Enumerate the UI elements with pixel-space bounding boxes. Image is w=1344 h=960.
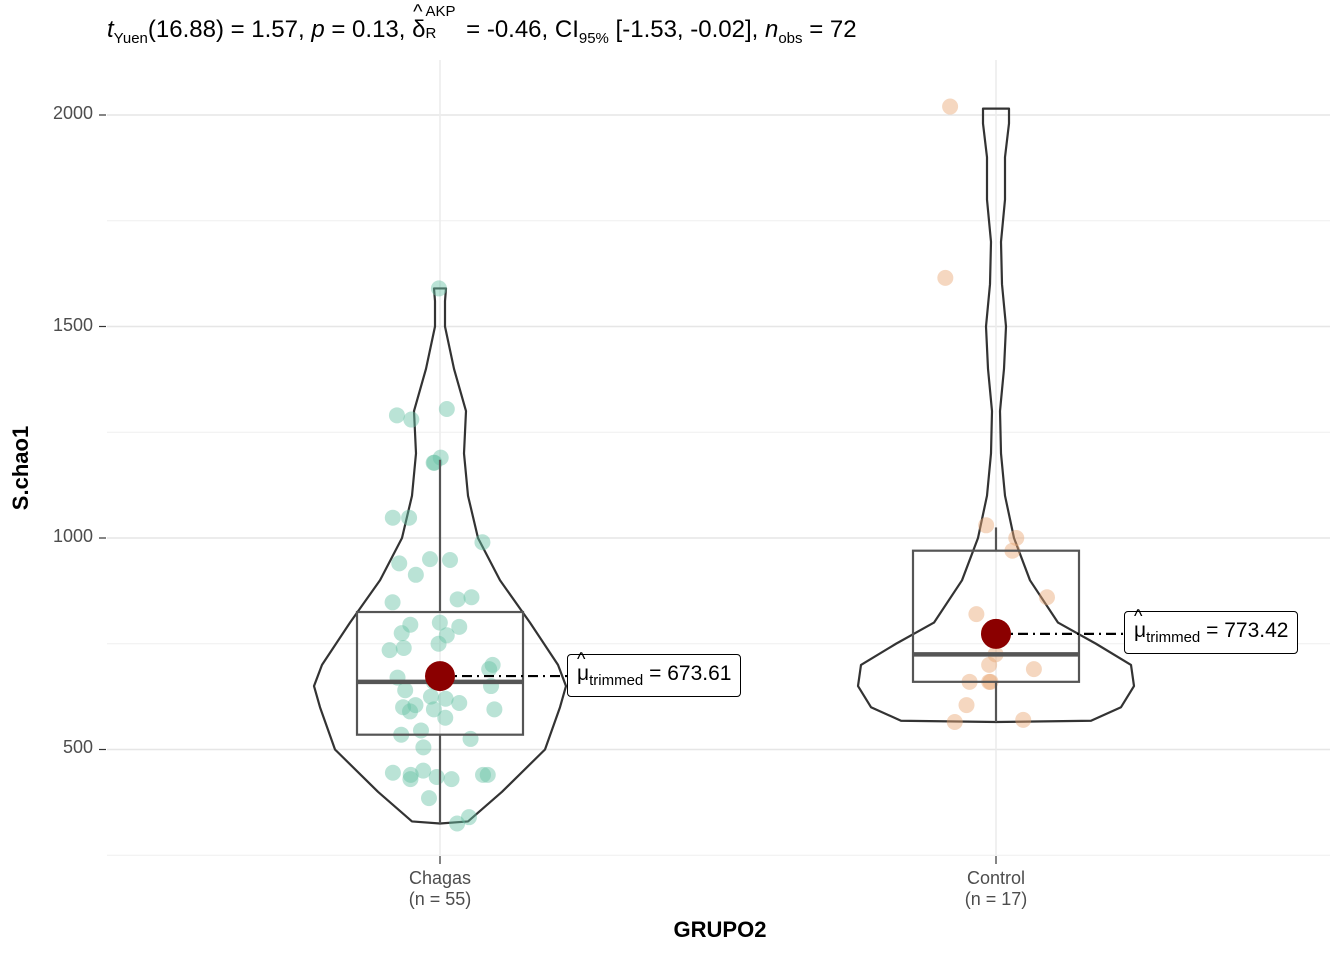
data-point (475, 766, 492, 783)
data-point (946, 714, 963, 731)
data-point (1015, 711, 1032, 728)
data-point (438, 400, 455, 417)
data-point (432, 449, 449, 466)
y-tick-label: 1000 (52, 526, 93, 546)
data-point (391, 555, 408, 572)
data-point (388, 407, 405, 424)
data-point (426, 454, 443, 471)
data-point (395, 639, 412, 656)
x-tick-label-chagas: Chagas (n = 55) (408, 868, 472, 909)
data-point (402, 703, 419, 720)
data-point (978, 517, 995, 534)
data-point (474, 534, 491, 551)
data-point (942, 98, 959, 115)
data-point (449, 591, 466, 608)
data-point (431, 614, 448, 631)
data-point (420, 790, 437, 807)
box (911, 549, 1081, 683)
data-point (437, 709, 454, 726)
data-point (428, 768, 445, 785)
data-point (451, 618, 468, 635)
data-point (403, 411, 420, 428)
data-point (384, 764, 401, 781)
data-point (968, 606, 985, 623)
data-point (402, 771, 419, 788)
y-axis-label: S.chao1 (8, 425, 33, 511)
data-point (384, 594, 401, 611)
data-point (981, 656, 998, 673)
data-point (958, 697, 975, 714)
data-point (449, 815, 466, 832)
data-point (402, 766, 419, 783)
trimmed-mean-label-chagas: ^ μtrimmed = 673.61 (567, 649, 742, 698)
data-point (437, 690, 454, 707)
trimmed-mean-point (981, 618, 1011, 649)
data-point (438, 627, 455, 644)
violin-control (856, 107, 1136, 724)
x-tick-label-control: Control (n = 17) (964, 868, 1028, 909)
data-point (1008, 530, 1025, 546)
data-point (425, 701, 442, 718)
grid-lines (99, 60, 1330, 864)
data-point (395, 699, 412, 716)
data-point (1038, 589, 1055, 606)
data-point (937, 269, 954, 286)
data-point (430, 280, 447, 297)
data-point (407, 566, 424, 583)
boxplots (355, 459, 1081, 824)
data-point (486, 701, 503, 718)
data-points (381, 98, 1055, 832)
trimmed-mean-point (425, 661, 455, 692)
data-point (415, 762, 432, 779)
data-point (384, 509, 401, 526)
data-point (401, 509, 418, 526)
violins (312, 107, 1136, 825)
data-point (442, 551, 459, 568)
data-point (463, 589, 480, 606)
data-point (430, 635, 447, 652)
data-point (479, 766, 496, 783)
y-tick-label: 500 (62, 737, 93, 757)
y-tick-label: 2000 (52, 103, 93, 123)
data-point (393, 625, 410, 642)
data-point (413, 722, 430, 739)
violin-chagas (312, 287, 568, 825)
trimmed-means (425, 618, 1124, 692)
data-point (451, 694, 468, 711)
data-point (402, 616, 419, 633)
data-point (484, 656, 501, 673)
data-point (422, 551, 439, 568)
data-point (481, 661, 498, 678)
data-point (1025, 661, 1042, 678)
x-axis-label: GRUPO2 (673, 917, 767, 942)
trimmed-mean-label-control: ^ μtrimmed = 773.42 (1124, 606, 1299, 655)
data-point (397, 682, 414, 699)
data-point (422, 688, 439, 705)
y-tick-label: 1500 (52, 315, 93, 335)
data-point (462, 730, 479, 747)
data-point (443, 771, 460, 788)
box (355, 610, 525, 736)
data-point (415, 739, 432, 756)
data-point (425, 454, 442, 471)
data-point (381, 642, 398, 659)
data-point (407, 697, 424, 714)
data-point (460, 809, 477, 826)
chart-title: tYuen(16.88) = 1.57, p = 0.13, ^ δ AKP R = … (107, 1, 857, 47)
